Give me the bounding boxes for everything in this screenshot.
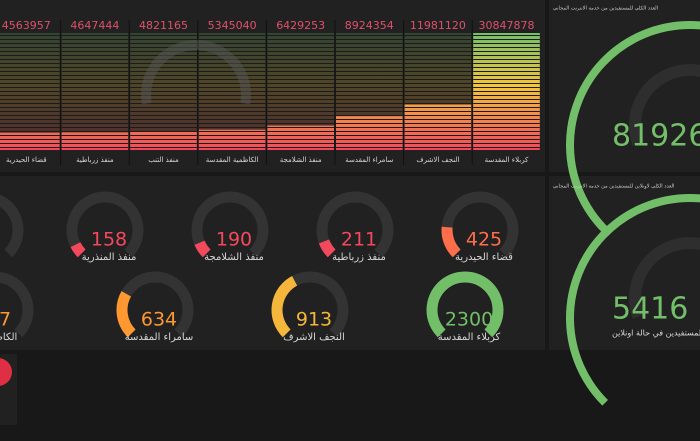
column-value: 5345040 bbox=[208, 19, 257, 32]
gauge-track bbox=[0, 271, 34, 338]
column-label: سامراء المقدسة bbox=[345, 156, 393, 164]
big-gauge-arc bbox=[566, 194, 700, 406]
column-stripes bbox=[404, 33, 472, 150]
column-value: 11981120 bbox=[410, 19, 466, 32]
panel-title: العدد الكلي لاونلاين للمستفيدين من خدمة … bbox=[553, 184, 674, 190]
column-value: 4563957 bbox=[2, 19, 51, 32]
column-label: كربلاء المقدسة bbox=[485, 156, 529, 164]
gauge-track bbox=[191, 191, 269, 258]
gauge-value: 190 bbox=[216, 229, 252, 251]
column-label: قضاء الحيدرية bbox=[6, 156, 47, 164]
column-label: الكاظمية المقدسة bbox=[206, 156, 259, 164]
gauge-track bbox=[316, 191, 394, 258]
gauge-value: 913 bbox=[296, 309, 332, 331]
column-label: منفذ زرباطية bbox=[76, 156, 114, 164]
big-gauge-arc bbox=[566, 21, 700, 233]
column-label: النجف الاشرف bbox=[416, 156, 459, 164]
gauge-label: منفذ زرباطية bbox=[332, 252, 386, 263]
gauge-label: كربلاء المقدسة bbox=[438, 332, 501, 343]
gauge-arc bbox=[194, 240, 211, 258]
panel-title: العدد الكلي للمستفيدين من خدمة الانترنت … bbox=[553, 6, 658, 12]
logo-ring bbox=[629, 64, 700, 146]
column-value: 4821165 bbox=[139, 19, 188, 32]
column-stripes bbox=[198, 33, 266, 150]
online-caption: المستفيدين في حالة اونلاين bbox=[612, 329, 700, 338]
status-dot bbox=[0, 358, 12, 386]
column-value: 6429253 bbox=[276, 19, 325, 32]
gauge-value: 425 bbox=[466, 229, 502, 251]
gauge-track bbox=[66, 191, 144, 258]
gauge-arc bbox=[271, 275, 298, 338]
column-stripes bbox=[61, 33, 129, 150]
gauge-label: قضاء الحيدرية bbox=[455, 252, 513, 263]
gauge-value: 211 bbox=[341, 229, 377, 251]
gauge-value: 634 bbox=[141, 309, 177, 331]
gauge-arc bbox=[441, 226, 461, 258]
big-value: 819265 bbox=[612, 119, 700, 154]
gauge-label: منفذ الشلامجة bbox=[204, 252, 264, 263]
gauge-label: منفذ المنذرية bbox=[82, 252, 137, 263]
gauge-arc bbox=[318, 239, 336, 258]
logo-ring bbox=[629, 237, 700, 319]
gauge-value: 2300 bbox=[445, 309, 493, 331]
column-stripes bbox=[336, 33, 403, 150]
gauge-arc bbox=[116, 291, 136, 338]
column-value: 30847878 bbox=[479, 19, 535, 32]
column-label: منفذ الشلامجة bbox=[280, 156, 322, 164]
column-stripes bbox=[473, 33, 540, 150]
online-panel bbox=[549, 176, 700, 350]
gauge-value: 47 bbox=[0, 309, 11, 331]
gauge-label: النجف الاشرف bbox=[283, 332, 345, 343]
column-value: 8924354 bbox=[345, 19, 394, 32]
column-value: 4647444 bbox=[70, 19, 119, 32]
column-stripes bbox=[267, 33, 334, 150]
column-label: منفذ التنب bbox=[148, 156, 179, 164]
gauge-label: سامراء المقدسة bbox=[125, 332, 194, 343]
gauge-label: الكاظمية bbox=[0, 332, 17, 343]
gauge-arc bbox=[426, 271, 504, 338]
logo-ring bbox=[141, 40, 251, 105]
gauge-arc bbox=[70, 242, 86, 258]
column-stripes bbox=[0, 33, 60, 150]
gauge-track bbox=[0, 194, 24, 258]
big-value: 5416 bbox=[612, 292, 688, 327]
gauge-value: 158 bbox=[91, 229, 127, 251]
